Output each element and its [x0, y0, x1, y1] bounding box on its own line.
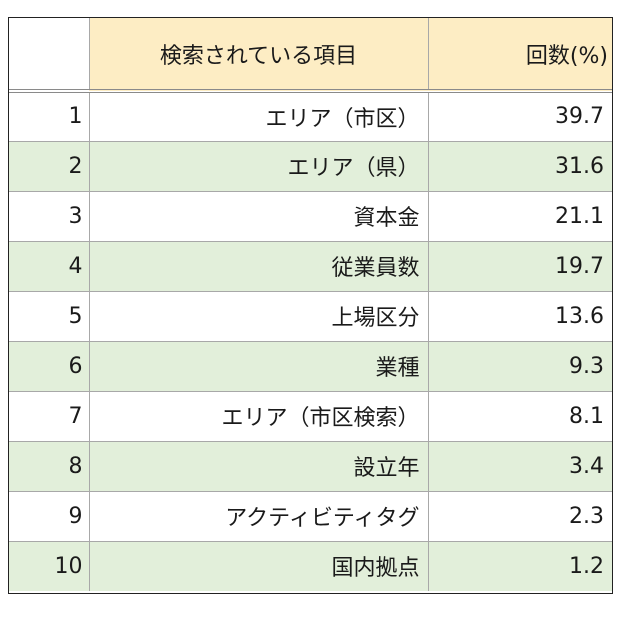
- item-cell: エリア（県）: [89, 140, 429, 191]
- item-cell: 設立年: [89, 440, 429, 491]
- item-cell: 国内拠点: [89, 540, 429, 591]
- table-row: 5 上場区分 13.6: [9, 290, 612, 341]
- rank-cell: 6: [9, 340, 90, 391]
- item-cell: アクティビティタグ: [89, 490, 429, 541]
- pct-cell: 9.3: [428, 340, 612, 391]
- table-row: 7 エリア（市区検索） 8.1: [9, 390, 612, 441]
- header-item: 検索されている項目: [89, 18, 429, 93]
- rank-cell: 8: [9, 440, 90, 491]
- header-pct: 回数(%): [428, 18, 612, 93]
- rank-cell: 2: [9, 140, 90, 191]
- item-cell: 資本金: [89, 190, 429, 241]
- item-cell: 従業員数: [89, 240, 429, 291]
- table-row: 9 アクティビティタグ 2.3: [9, 490, 612, 541]
- pct-cell: 19.7: [428, 240, 612, 291]
- table-row: 4 従業員数 19.7: [9, 240, 612, 291]
- table-row: 3 資本金 21.1: [9, 190, 612, 241]
- header-rank: [9, 18, 90, 93]
- rank-cell: 7: [9, 390, 90, 441]
- rank-cell: 10: [9, 540, 90, 591]
- header-row: 検索されている項目 回数(%): [9, 18, 612, 93]
- pct-cell: 1.2: [428, 540, 612, 591]
- pct-cell: 13.6: [428, 290, 612, 341]
- table-row: 8 設立年 3.4: [9, 440, 612, 491]
- item-cell: エリア（市区検索）: [89, 390, 429, 441]
- search-items-table: 検索されている項目 回数(%) 1 エリア（市区） 39.7 2 エリア（県） …: [9, 18, 612, 591]
- pct-cell: 2.3: [428, 490, 612, 541]
- search-items-table-container: 検索されている項目 回数(%) 1 エリア（市区） 39.7 2 エリア（県） …: [8, 17, 613, 594]
- table-row: 2 エリア（県） 31.6: [9, 140, 612, 191]
- pct-cell: 31.6: [428, 140, 612, 191]
- table-row: 6 業種 9.3: [9, 340, 612, 391]
- pct-cell: 3.4: [428, 440, 612, 491]
- table-row: 1 エリア（市区） 39.7: [9, 91, 612, 141]
- pct-cell: 21.1: [428, 190, 612, 241]
- item-cell: 業種: [89, 340, 429, 391]
- rank-cell: 3: [9, 190, 90, 241]
- table-row: 10 国内拠点 1.2: [9, 540, 612, 591]
- item-cell: エリア（市区）: [89, 91, 429, 141]
- rank-cell: 9: [9, 490, 90, 541]
- pct-cell: 39.7: [428, 91, 612, 141]
- rank-cell: 4: [9, 240, 90, 291]
- rank-cell: 5: [9, 290, 90, 341]
- item-cell: 上場区分: [89, 290, 429, 341]
- pct-cell: 8.1: [428, 390, 612, 441]
- rank-cell: 1: [9, 91, 90, 141]
